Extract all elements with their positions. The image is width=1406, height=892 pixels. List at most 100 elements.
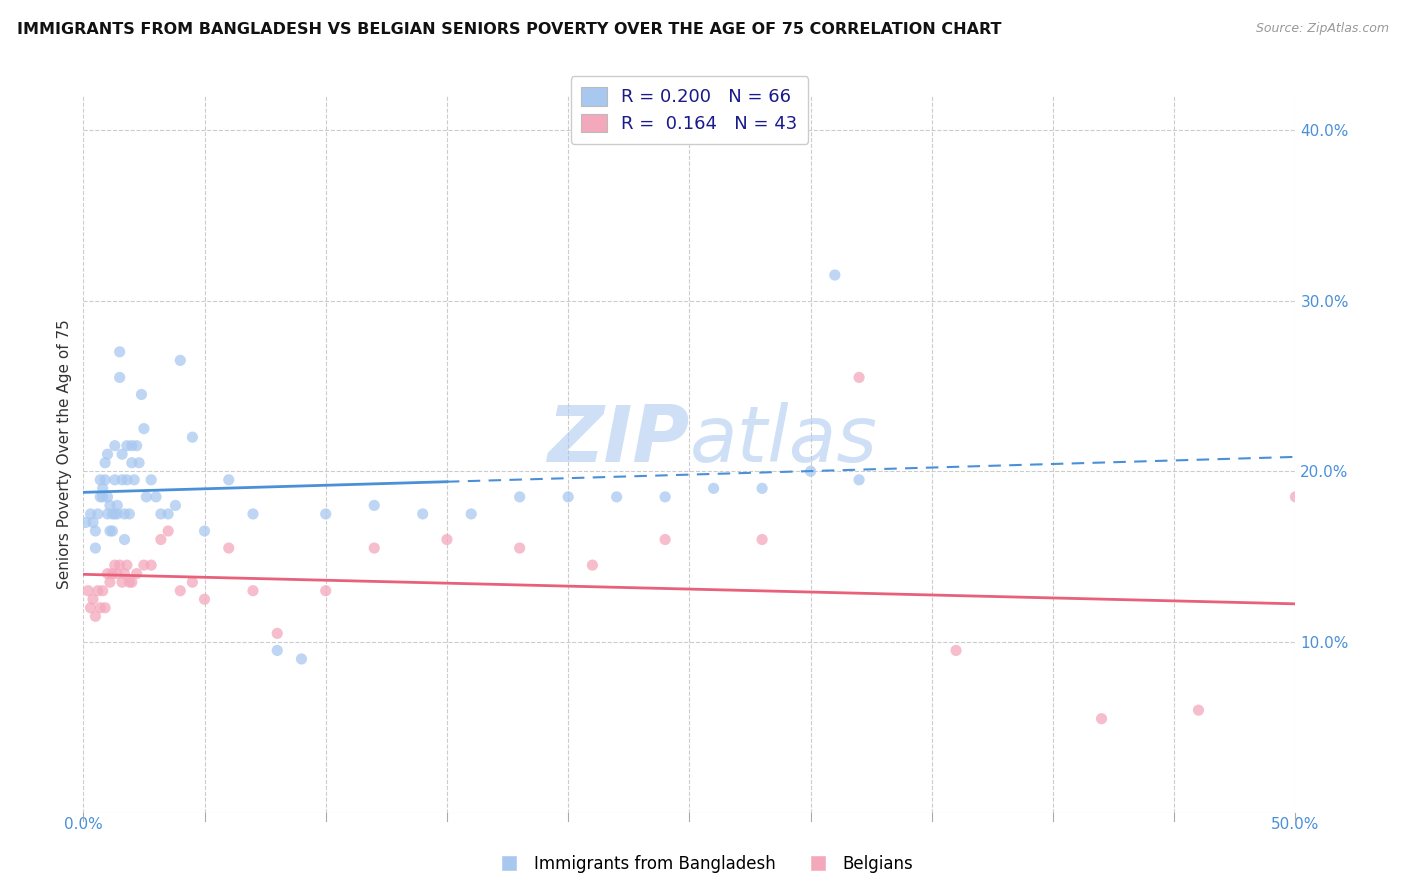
Point <box>96 490 118 504</box>
Point <box>89 490 111 504</box>
Y-axis label: Seniors Poverty Over the Age of 75: Seniors Poverty Over the Age of 75 <box>58 319 72 589</box>
Point <box>169 353 191 368</box>
Point <box>149 533 172 547</box>
Point <box>89 473 111 487</box>
Point <box>87 507 110 521</box>
Point <box>181 430 204 444</box>
Point <box>1090 712 1112 726</box>
Point <box>84 609 107 624</box>
Point <box>193 524 215 538</box>
Point <box>363 499 385 513</box>
Point <box>509 490 531 504</box>
Point <box>460 507 482 521</box>
Point <box>751 533 773 547</box>
Point <box>157 524 180 538</box>
Point <box>266 643 288 657</box>
Point <box>75 516 97 530</box>
Point <box>800 464 823 478</box>
Point <box>266 626 288 640</box>
Point <box>96 566 118 581</box>
Point <box>115 473 138 487</box>
Point <box>101 566 124 581</box>
Point <box>114 566 136 581</box>
Point <box>121 439 143 453</box>
Point <box>218 473 240 487</box>
Point <box>412 507 434 521</box>
Point <box>436 533 458 547</box>
Point <box>94 473 117 487</box>
Point <box>181 575 204 590</box>
Point <box>581 558 603 573</box>
Point <box>121 575 143 590</box>
Point <box>111 447 134 461</box>
Point <box>105 566 128 581</box>
Point <box>79 507 101 521</box>
Point <box>121 456 143 470</box>
Point <box>1284 490 1306 504</box>
Point <box>169 583 191 598</box>
Point <box>96 447 118 461</box>
Point <box>91 481 114 495</box>
Point <box>128 456 150 470</box>
Point <box>105 507 128 521</box>
Point <box>98 524 121 538</box>
Text: ZIP: ZIP <box>547 402 689 478</box>
Point <box>101 524 124 538</box>
Point <box>122 473 145 487</box>
Point <box>104 439 127 453</box>
Point <box>98 499 121 513</box>
Point <box>125 439 148 453</box>
Point <box>218 541 240 555</box>
Point <box>111 575 134 590</box>
Point <box>91 583 114 598</box>
Point <box>509 541 531 555</box>
Point <box>848 370 870 384</box>
Point <box>87 583 110 598</box>
Point <box>193 592 215 607</box>
Point <box>111 473 134 487</box>
Point <box>108 370 131 384</box>
Point <box>315 583 337 598</box>
Point <box>94 456 117 470</box>
Point <box>101 507 124 521</box>
Point <box>149 507 172 521</box>
Point <box>96 507 118 521</box>
Point <box>82 592 104 607</box>
Point <box>91 490 114 504</box>
Point <box>131 387 153 401</box>
Point <box>315 507 337 521</box>
Point <box>824 268 846 282</box>
Text: Source: ZipAtlas.com: Source: ZipAtlas.com <box>1256 22 1389 36</box>
Point <box>84 541 107 555</box>
Point <box>242 507 264 521</box>
Point <box>290 652 312 666</box>
Legend: R = 0.200   N = 66, R =  0.164   N = 43: R = 0.200 N = 66, R = 0.164 N = 43 <box>571 76 808 144</box>
Point <box>141 473 163 487</box>
Text: IMMIGRANTS FROM BANGLADESH VS BELGIAN SENIORS POVERTY OVER THE AGE OF 75 CORRELA: IMMIGRANTS FROM BANGLADESH VS BELGIAN SE… <box>17 22 1001 37</box>
Point <box>1187 703 1209 717</box>
Point <box>606 490 628 504</box>
Point <box>132 422 155 436</box>
Point <box>108 558 131 573</box>
Point <box>703 481 725 495</box>
Point <box>104 507 127 521</box>
Legend: Immigrants from Bangladesh, Belgians: Immigrants from Bangladesh, Belgians <box>486 848 920 880</box>
Point <box>82 516 104 530</box>
Point <box>654 490 676 504</box>
Point <box>79 600 101 615</box>
Point <box>115 558 138 573</box>
Point <box>363 541 385 555</box>
Point <box>654 533 676 547</box>
Point <box>135 490 157 504</box>
Point <box>98 575 121 590</box>
Point <box>105 499 128 513</box>
Point <box>89 600 111 615</box>
Point <box>115 439 138 453</box>
Point <box>94 600 117 615</box>
Point <box>132 558 155 573</box>
Point <box>104 558 127 573</box>
Point <box>118 507 141 521</box>
Point <box>114 507 136 521</box>
Point <box>108 344 131 359</box>
Point <box>141 558 163 573</box>
